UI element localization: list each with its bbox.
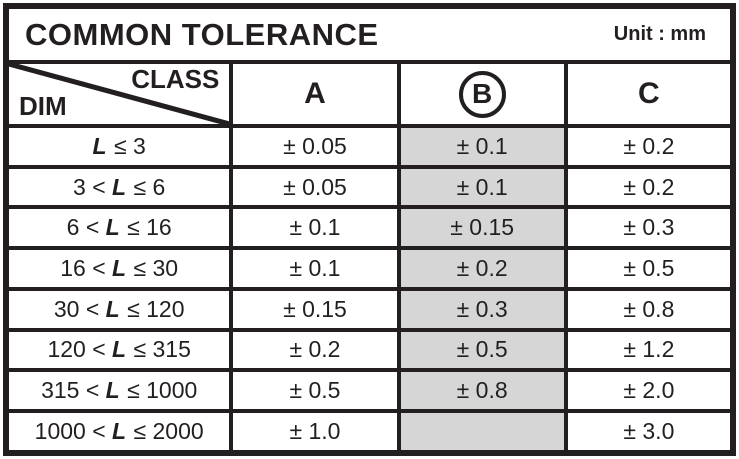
dim-prefix: 6 < (66, 214, 106, 241)
dim-prefix: 3 < (73, 173, 113, 200)
dim-symbol: L (112, 254, 127, 281)
tolerance-b-cell (396, 408, 568, 456)
tolerance-a-cell: ± 0.5 (229, 368, 401, 413)
tolerance-c-cell: ± 2.0 (563, 368, 736, 413)
tolerance-a-cell: ± 0.1 (229, 205, 401, 251)
column-c-label: C (638, 77, 660, 110)
tolerance-b-cell: ± 0.8 (396, 368, 568, 413)
tolerance-b-cell: ± 0.5 (396, 327, 568, 373)
table-row: 6 < L ≤ 16 ± 0.1 ± 0.15 ± 0.3 (3, 205, 736, 251)
column-a-label: A (304, 77, 326, 110)
dim-symbol: L (112, 336, 127, 363)
dim-range-cell: 120 < L ≤ 315 (3, 327, 234, 373)
table-row: 30 < L ≤ 120 ± 0.15 ± 0.3 ± 0.8 (3, 286, 736, 332)
tolerance-c-cell: ± 3.0 (563, 408, 736, 456)
dim-range-cell: L ≤ 3 (3, 124, 234, 169)
unit-label: Unit : mm (613, 23, 706, 45)
circled-b-icon: B (458, 70, 506, 118)
dim-prefix: 16 < (60, 254, 113, 281)
tolerance-b-cell: ± 0.3 (396, 286, 568, 332)
header-row: CLASS DIM A B C (3, 60, 736, 128)
dim-prefix: 315 < (41, 377, 106, 404)
tolerance-a-cell: ± 0.15 (229, 286, 401, 332)
tolerance-c-cell: ± 0.3 (563, 205, 736, 251)
column-b-label: B (472, 78, 493, 109)
dim-symbol: L (105, 214, 120, 241)
dim-suffix: ≤ 16 (120, 214, 172, 241)
tolerance-c-cell: ± 0.2 (563, 124, 736, 169)
tolerance-a-cell: ± 1.0 (229, 408, 401, 456)
dim-symbol: L (112, 417, 127, 444)
column-header-c: C (563, 60, 736, 128)
diagonal-divider-icon (9, 64, 229, 124)
corner-dim-label: DIM (19, 91, 67, 122)
tolerance-b-cell: ± 0.1 (396, 164, 568, 210)
page-title: COMMON TOLERANCE (25, 16, 379, 52)
common-tolerance-table: COMMON TOLERANCE Unit : mm CLASS DIM A B… (3, 3, 736, 456)
dim-symbol: L (92, 132, 107, 159)
dim-range-cell: 315 < L ≤ 1000 (3, 368, 234, 413)
table-row: 3 < L ≤ 6 ± 0.05 ± 0.1 ± 0.2 (3, 164, 736, 210)
tolerance-c-cell: ± 1.2 (563, 327, 736, 373)
tolerance-a-cell: ± 0.05 (229, 124, 401, 169)
dim-symbol: L (112, 173, 127, 200)
tolerance-c-cell: ± 0.5 (563, 246, 736, 291)
dim-suffix: ≤ 6 (127, 173, 166, 200)
table-row: 120 < L ≤ 315 ± 0.2 ± 0.5 ± 1.2 (3, 327, 736, 373)
column-header-a: A (229, 60, 401, 128)
column-header-b: B (396, 60, 568, 128)
dim-range-cell: 6 < L ≤ 16 (3, 205, 234, 251)
title-row: COMMON TOLERANCE Unit : mm (4, 4, 735, 64)
dim-prefix: 30 < (53, 295, 106, 322)
corner-class-label: CLASS (131, 64, 220, 94)
dim-range-cell: 30 < L ≤ 120 (3, 286, 234, 332)
tolerance-a-cell: ± 0.1 (229, 246, 401, 291)
tolerance-a-cell: ± 0.2 (229, 327, 401, 373)
dim-range-cell: 1000 < L ≤ 2000 (3, 408, 234, 456)
table-row: 16 < L ≤ 30 ± 0.1 ± 0.2 ± 0.5 (3, 246, 736, 291)
tolerance-b-cell: ± 0.15 (396, 205, 568, 251)
tolerance-a-cell: ± 0.05 (229, 164, 401, 210)
tolerance-b-cell: ± 0.2 (396, 246, 568, 291)
tolerance-c-cell: ± 0.2 (563, 164, 736, 210)
table-row: L ≤ 3 ± 0.05 ± 0.1 ± 0.2 (3, 124, 736, 169)
dim-prefix: 120 < (47, 336, 113, 363)
class-dim-corner-cell: CLASS DIM (3, 60, 234, 128)
dim-suffix: ≤ 315 (127, 336, 191, 363)
dim-suffix: ≤ 120 (120, 295, 185, 322)
dim-range-cell: 16 < L ≤ 30 (3, 246, 234, 291)
dim-suffix: ≤ 1000 (120, 377, 198, 404)
dim-symbol: L (105, 377, 120, 404)
dim-suffix: ≤ 2000 (127, 417, 204, 444)
tolerance-c-cell: ± 0.8 (563, 286, 736, 332)
title-band: COMMON TOLERANCE Unit : mm (4, 4, 735, 64)
dim-prefix: 1000 < (34, 417, 113, 444)
dim-suffix: ≤ 3 (107, 132, 146, 159)
dim-suffix: ≤ 30 (127, 254, 179, 281)
table-row: 315 < L ≤ 1000 ± 0.5 ± 0.8 ± 2.0 (3, 368, 736, 413)
table-row: 1000 < L ≤ 2000 ± 1.0 ± 3.0 (3, 408, 736, 456)
dim-range-cell: 3 < L ≤ 6 (3, 164, 234, 210)
tolerance-b-cell: ± 0.1 (396, 124, 568, 169)
dim-symbol: L (105, 295, 120, 322)
